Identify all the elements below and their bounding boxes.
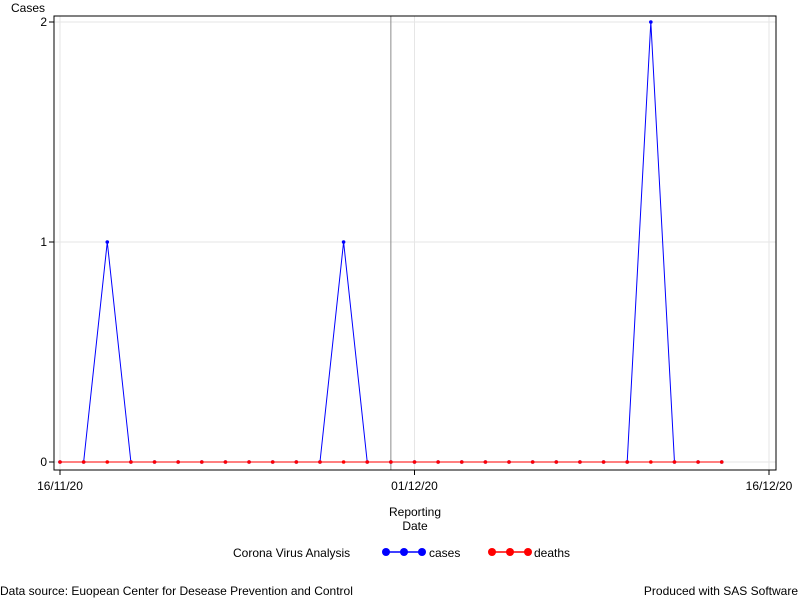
data-point-deaths-19	[507, 460, 511, 464]
data-point-deaths-20	[530, 460, 535, 464]
data-point-deaths-2	[105, 460, 110, 464]
data-point-cases-12	[341, 240, 346, 244]
data-point-deaths-3	[129, 460, 133, 464]
data-point-deaths-23	[601, 460, 606, 464]
data-point-deaths-18	[483, 460, 488, 464]
data-point-cases-25	[649, 20, 653, 24]
x-axis-label-line-0: Reporting	[389, 505, 441, 519]
data-point-deaths-11	[318, 460, 322, 464]
data-point-deaths-6	[200, 460, 204, 464]
data-point-deaths-14	[389, 460, 393, 464]
x-tick-label-2: 16/12/20	[746, 479, 793, 493]
data-point-deaths-8	[247, 460, 251, 464]
legend-marker-deaths-2	[524, 548, 532, 556]
y-tick-label-2: 2	[40, 15, 47, 29]
data-point-deaths-27	[696, 460, 700, 464]
legend-label-cases: cases	[429, 546, 460, 560]
data-point-deaths-1	[81, 460, 86, 464]
y-tick-label-1: 1	[40, 235, 47, 249]
data-point-deaths-10	[294, 460, 299, 464]
data-point-deaths-24	[625, 460, 629, 464]
data-point-deaths-12	[341, 460, 346, 464]
legend-marker-deaths-1	[506, 548, 514, 556]
data-point-cases-2	[105, 240, 110, 244]
data-source-note: Data source: Euopean Center for Desease …	[0, 584, 353, 598]
line-chart: 0 1 2 16/11/20 01/12/20 16/12/20 Cases Reportin…	[11, 1, 793, 560]
legend-title: Corona Virus Analysis	[233, 546, 350, 560]
data-point-deaths-22	[578, 460, 582, 464]
data-point-deaths-7	[223, 460, 228, 464]
data-point-deaths-13	[365, 460, 370, 464]
x-tick-label-0: 16/11/20	[37, 479, 83, 493]
x-tick-label-1: 01/12/20	[391, 479, 438, 493]
data-point-deaths-21	[554, 460, 559, 464]
data-point-deaths-5	[176, 460, 180, 464]
legend-marker-cases-2	[418, 548, 426, 556]
y-tick-label-0: 0	[40, 455, 47, 469]
data-point-deaths-4	[152, 460, 157, 464]
legend-marker-cases-1	[400, 548, 408, 556]
data-point-deaths-28	[719, 460, 724, 464]
y-axis-label: Cases	[11, 1, 45, 15]
data-point-deaths-9	[270, 460, 275, 464]
data-point-deaths-26	[672, 460, 677, 464]
data-point-deaths-25	[649, 460, 653, 464]
data-point-deaths-17	[459, 460, 464, 464]
legend-marker-deaths-0	[488, 548, 496, 556]
data-point-deaths-16	[436, 460, 440, 464]
legend-label-deaths: deaths	[534, 546, 570, 560]
data-point-deaths-0	[58, 460, 62, 464]
data-point-deaths-15	[412, 460, 417, 464]
legend-marker-cases-0	[382, 548, 390, 556]
produced-with-note: Produced with SAS Software	[643, 584, 798, 598]
x-axis-label-line-1: Date	[402, 519, 428, 533]
